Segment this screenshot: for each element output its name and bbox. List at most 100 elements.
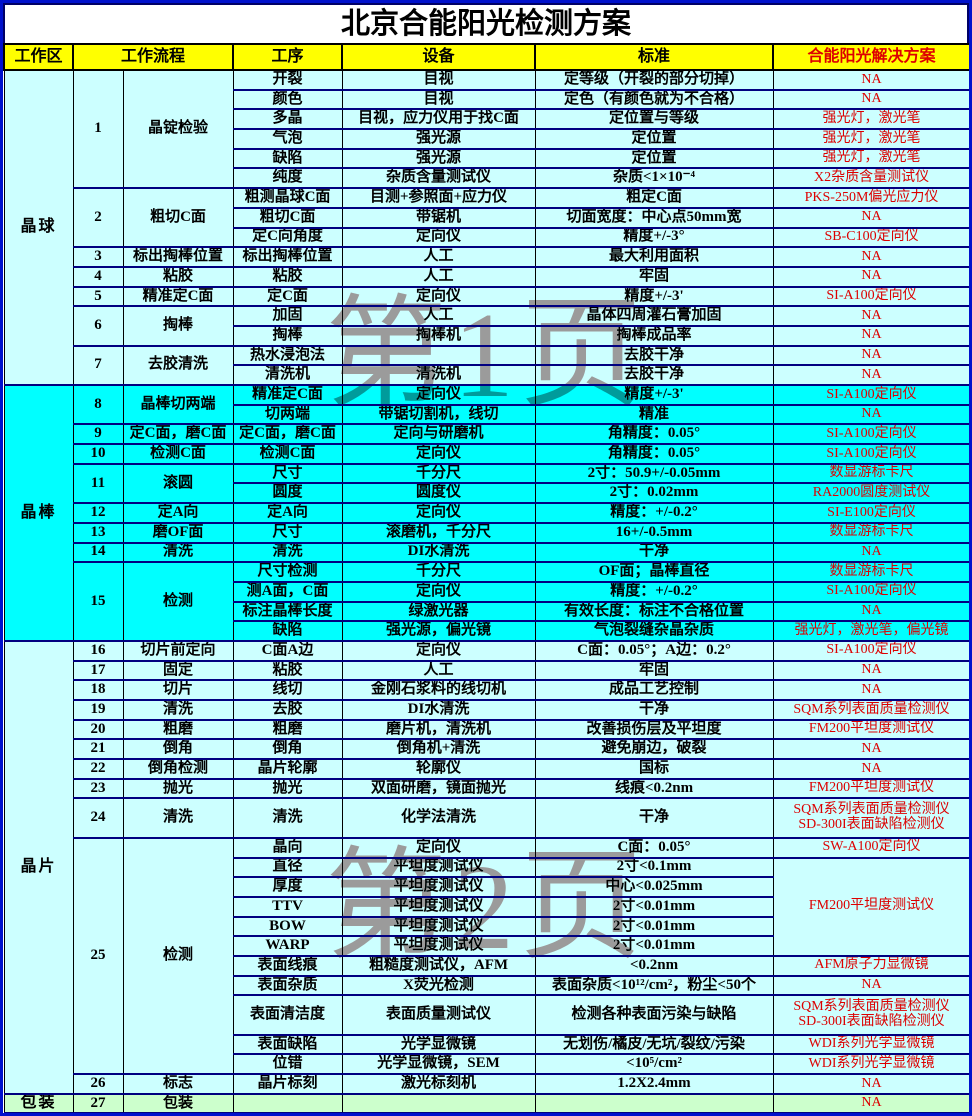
- flow-number-cell: 16: [72, 639, 124, 662]
- standard-cell: 定位置: [534, 128, 774, 150]
- solution-cell: FM200平坦度测试仪: [772, 857, 969, 957]
- flow-number-cell: 23: [72, 778, 124, 800]
- process-cell: 热水浸泡法: [232, 345, 343, 367]
- flow-number-cell: 6: [72, 305, 124, 347]
- standard-cell: 晶体四周灌石膏加固: [534, 305, 774, 327]
- process-cell: 清洗: [232, 797, 343, 839]
- equipment-cell: DI水清洗: [341, 542, 536, 564]
- solution-cell: SB-C100定向仪: [772, 227, 969, 249]
- process-cell: 晶向: [232, 837, 343, 859]
- header-standard: 标准: [534, 43, 775, 71]
- process-cell: 尺寸: [232, 463, 343, 485]
- solution-cell: SQM系列表面质量检测仪: [772, 699, 969, 721]
- table-row: 颜色 目视 定色（有颜色就为不合格） NA: [4, 89, 969, 111]
- process-cell: 倒角: [232, 738, 343, 761]
- table-row: 20 粗磨 粗磨 磨片机，清洗机 改善损伤层及平坦度 FM200平坦度测试仪: [4, 719, 969, 741]
- flow-name-cell: 切片前定向: [122, 639, 234, 662]
- standard-cell: 检测各种表面污染与缺陷: [534, 994, 774, 1036]
- standard-cell: 避免崩边，破裂: [534, 738, 774, 761]
- table-row: 7 去胶清洗 热水浸泡法 去胶干净 NA: [4, 345, 969, 387]
- solution-cell: NA: [772, 679, 969, 701]
- table-row: 测A面，C面 定向仪 精度：+/-0.2° SI-A100定向仪: [4, 581, 969, 603]
- standard-cell: 掏棒成品率: [534, 325, 774, 347]
- flow-name-cell: 晶棒切两端: [122, 383, 234, 426]
- equipment-cell: [341, 345, 536, 367]
- flow-name-cell: 固定: [122, 660, 234, 682]
- process-cell: 表面线痕: [232, 955, 343, 977]
- process-cell: 精准定C面: [232, 384, 343, 406]
- equipment-cell: 强光源: [341, 128, 536, 150]
- equipment-cell: 带锯机: [341, 207, 536, 229]
- table-row: 粗切C面 带锯机 切面宽度：中心点50mm宽 NA: [4, 207, 969, 229]
- flow-name-cell: 倒角: [122, 738, 234, 761]
- standard-cell: 无划伤/橘皮/无坑/裂纹/污染: [534, 1034, 774, 1056]
- solution-cell: NA: [772, 404, 969, 426]
- process-cell: 气泡: [232, 128, 343, 150]
- table-row: 表面杂质 X荧光检测 表面杂质<10¹²/cm²，粉尘<50个 NA: [4, 975, 969, 997]
- table-row: TTV 平坦度测试仪 2寸<0.01mm: [4, 896, 969, 918]
- flow-number-cell: 18: [72, 679, 124, 701]
- flow-name-cell: 检测C面: [122, 443, 234, 465]
- flow-number-cell: 12: [72, 502, 124, 524]
- process-cell: C面A边: [232, 639, 343, 662]
- table-row: 10 检测C面 检测C面 定向仪 角精度：0.05° SI-A100定向仪: [4, 443, 969, 465]
- standard-cell: [534, 1092, 774, 1113]
- equipment-cell: 带锯切割机，线切: [341, 404, 536, 426]
- table-row: 17 固定 粘胶 人工 牢固 NA: [4, 660, 969, 682]
- standard-cell: 杂质<1×10⁻⁴: [534, 167, 774, 190]
- flow-number-cell: 20: [72, 719, 124, 741]
- solution-cell: FM200平坦度测试仪: [772, 719, 969, 741]
- standard-cell: 16+/-0.5mm: [534, 522, 774, 544]
- equipment-cell: 金刚石浆料的线切机: [341, 679, 536, 701]
- table-row: 圆度 圆度仪 2寸：0.02mm RA2000圆度测试仪: [4, 482, 969, 505]
- table-row: 掏棒 掏棒机 掏棒成品率 NA: [4, 325, 969, 347]
- solution-cell: 数显游标卡尺: [772, 463, 969, 485]
- table-row: 22 倒角检测 晶片轮廓 轮廓仪 国标 NA: [4, 758, 969, 780]
- equipment-cell: 平坦度测试仪: [341, 916, 536, 938]
- equipment-cell: 人工: [341, 246, 536, 268]
- flow-name-cell: 定A向: [122, 502, 234, 524]
- standard-cell: 角精度：0.05°: [534, 423, 774, 446]
- table-row: 厚度 平坦度测试仪 中心<0.025mm: [4, 876, 969, 898]
- equipment-cell: 目视: [341, 69, 536, 91]
- solution-cell: NA: [772, 975, 969, 997]
- table-row: 15 检测 尺寸检测 千分尺 OF面；晶棒直径 数显游标卡尺: [4, 561, 969, 642]
- equipment-cell: 人工: [341, 305, 536, 327]
- standard-cell: OF面；晶棒直径: [534, 561, 774, 583]
- equipment-cell: 定向仪: [341, 227, 536, 249]
- table-row: 21 倒角 倒角 倒角机+清洗 避免崩边，破裂 NA: [4, 738, 969, 761]
- flow-number-cell: 19: [72, 699, 124, 721]
- process-cell: 厚度: [232, 876, 343, 898]
- process-cell: 清洗机: [232, 364, 343, 386]
- flow-number-cell: 9: [72, 423, 124, 446]
- solution-cell: SI-A100定向仪: [772, 286, 969, 308]
- process-cell: 加固: [232, 305, 343, 327]
- process-cell: 粗切C面: [232, 207, 343, 229]
- process-cell: 定C面: [232, 286, 343, 308]
- flow-number-cell: 26: [72, 1073, 124, 1095]
- standard-cell: 精度+/-3': [534, 286, 774, 308]
- solution-cell: SI-A100定向仪: [772, 423, 969, 446]
- table-row: 表面清洁度 表面质量测试仪 检测各种表面污染与缺陷 SQM系列表面质量检测仪 SD-3…: [4, 994, 969, 1036]
- process-cell: 定C面，磨C面: [232, 423, 343, 446]
- equipment-cell: DI水清洗: [341, 699, 536, 721]
- solution-cell: NA: [772, 758, 969, 780]
- process-cell: 抛光: [232, 778, 343, 800]
- standard-cell: 气泡裂缝杂晶杂质: [534, 620, 774, 642]
- standard-cell: 2寸<0.01mm: [534, 916, 774, 938]
- page-title: 北京合能阳光检测方案: [3, 3, 969, 43]
- standard-cell: <10⁵/cm²: [534, 1053, 774, 1076]
- flow-number-cell: 8: [72, 383, 124, 426]
- table-row: 24 清洗 清洗 化学法清洗 干净 SQM系列表面质量检测仪 SD-300I表面缺陷检测仪: [4, 797, 969, 839]
- process-cell: 标出掏棒位置: [232, 246, 343, 268]
- standard-cell: 干净: [534, 699, 774, 721]
- flow-number-cell: 17: [72, 660, 124, 682]
- flow-number-cell: 1: [72, 69, 124, 190]
- table-row: 晶棒 8 晶棒切两端 精准定C面 定向仪 精度+/-3' SI-A100定向仪: [3, 383, 969, 642]
- equipment-cell: 定向仪: [341, 581, 536, 603]
- solution-cell: NA: [772, 305, 969, 327]
- work-area-cell: 晶片: [3, 639, 74, 1095]
- table-row: 定C向角度 定向仪 精度+/-3° SB-C100定向仪: [4, 227, 969, 249]
- equipment-cell: 目测+参照面+应力仪: [341, 187, 536, 209]
- table-row: 气泡 强光源 定位置 强光灯，激光笔: [4, 128, 969, 150]
